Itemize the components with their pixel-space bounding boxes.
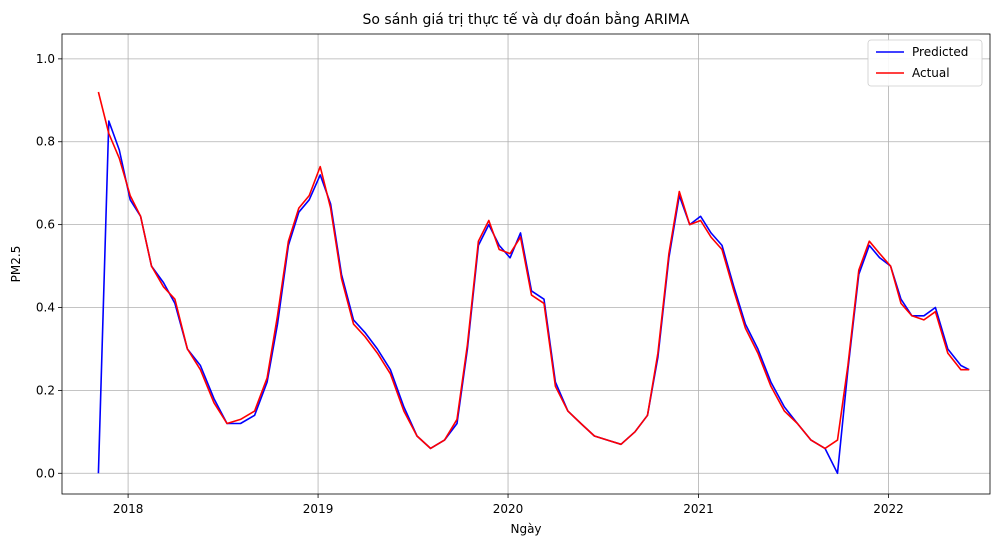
x-tick-label: 2022 <box>873 502 904 516</box>
legend-label-actual: Actual <box>912 66 950 80</box>
chart-title: So sánh giá trị thực tế và dự đoán bằng … <box>363 11 690 28</box>
series-group <box>97 91 970 475</box>
y-axis-label: PM2.5 <box>9 246 23 283</box>
legend: Predicted Actual <box>867 39 983 87</box>
y-tick-label: 0.8 <box>36 135 55 149</box>
x-tick-label: 2021 <box>683 502 714 516</box>
plot-frame <box>61 33 991 495</box>
y-tick-label: 0.6 <box>36 218 55 232</box>
y-axis: 0.0 0.2 0.4 0.6 0.8 1.0 <box>36 52 62 480</box>
x-tick-label: 2018 <box>113 502 144 516</box>
y-tick-label: 0.0 <box>36 466 55 480</box>
y-tick-label: 0.2 <box>36 383 55 397</box>
y-tick-label: 1.0 <box>36 52 55 66</box>
x-tick-label: 2020 <box>493 502 524 516</box>
legend-label-predicted: Predicted <box>912 45 968 59</box>
y-tick-label: 0.4 <box>36 301 55 315</box>
x-axis-label: Ngày <box>510 522 541 536</box>
series-line-actual <box>97 91 970 450</box>
x-tick-label: 2019 <box>303 502 334 516</box>
x-axis: 2018 2019 2020 2021 2022 <box>113 494 904 516</box>
